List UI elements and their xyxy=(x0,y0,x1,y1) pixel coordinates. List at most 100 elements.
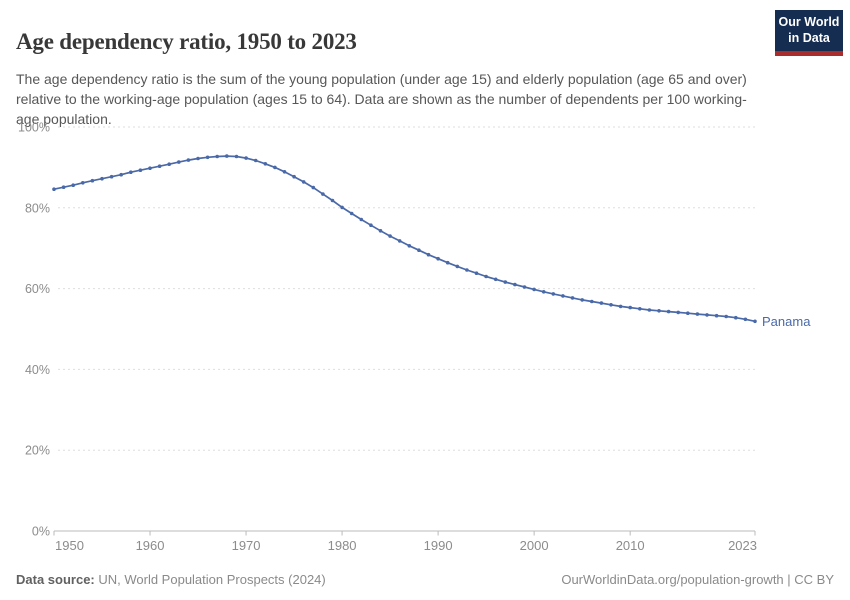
data-point[interactable] xyxy=(628,305,632,310)
data-point[interactable] xyxy=(177,160,181,164)
data-point[interactable] xyxy=(282,170,287,174)
data-point[interactable] xyxy=(301,180,306,184)
data-point[interactable] xyxy=(234,154,239,159)
data-point[interactable] xyxy=(205,155,210,160)
data-point[interactable] xyxy=(292,174,296,179)
data-point[interactable] xyxy=(61,185,66,189)
data-point[interactable] xyxy=(513,282,517,287)
data-point[interactable] xyxy=(474,271,479,276)
data-point[interactable] xyxy=(455,264,460,269)
data-point[interactable] xyxy=(109,174,114,179)
data-point[interactable] xyxy=(484,274,488,279)
data-point[interactable] xyxy=(273,165,277,170)
data-point[interactable] xyxy=(753,319,757,324)
x-axis-label: 1970 xyxy=(232,538,261,553)
data-point[interactable] xyxy=(503,280,508,284)
trend-line-panama[interactable] xyxy=(53,155,756,323)
data-point[interactable] xyxy=(647,308,652,312)
data-point[interactable] xyxy=(397,239,402,243)
data-point[interactable] xyxy=(599,301,604,305)
data-point[interactable] xyxy=(734,315,738,320)
data-point[interactable] xyxy=(609,303,613,307)
y-axis-label: 60% xyxy=(25,282,50,296)
data-point[interactable] xyxy=(426,252,431,257)
data-point[interactable] xyxy=(330,198,335,203)
data-point[interactable] xyxy=(561,294,565,298)
data-point[interactable] xyxy=(590,299,594,304)
data-point[interactable] xyxy=(436,256,440,261)
x-axis-label: 1950 xyxy=(55,538,84,553)
data-point[interactable] xyxy=(311,185,316,190)
owid-logo[interactable]: Our World in Data xyxy=(775,10,843,56)
data-point[interactable] xyxy=(100,176,104,181)
y-axis-label: 80% xyxy=(25,201,50,215)
data-point[interactable] xyxy=(349,211,354,216)
data-point[interactable] xyxy=(253,158,258,163)
series-label-panama: Panama xyxy=(762,314,811,329)
data-point[interactable] xyxy=(90,178,95,183)
data-point[interactable] xyxy=(129,170,133,174)
x-axis-label: 1990 xyxy=(424,538,453,553)
data-point[interactable] xyxy=(522,285,527,289)
data-point[interactable] xyxy=(551,292,556,296)
data-point[interactable] xyxy=(417,248,421,252)
data-point[interactable] xyxy=(369,223,373,227)
data-point[interactable] xyxy=(196,156,200,161)
data-point[interactable] xyxy=(445,260,450,265)
data-source-line: Data source: UN, World Population Prospe… xyxy=(16,572,326,587)
data-point[interactable] xyxy=(638,307,642,311)
data-point[interactable] xyxy=(532,287,536,292)
data-point[interactable] xyxy=(157,164,162,168)
data-point[interactable] xyxy=(52,187,56,191)
data-point[interactable] xyxy=(81,181,85,185)
data-point[interactable] xyxy=(618,304,623,309)
data-point[interactable] xyxy=(340,205,344,210)
data-point[interactable] xyxy=(71,183,75,187)
data-point[interactable] xyxy=(167,162,171,166)
data-point[interactable] xyxy=(378,229,383,233)
x-axis-label: 2000 xyxy=(520,538,549,553)
y-axis-label: 40% xyxy=(25,363,50,377)
data-point[interactable] xyxy=(724,314,728,319)
data-source-label: Data source: xyxy=(16,572,95,587)
x-axis-label: 1960 xyxy=(136,538,165,553)
x-axis-label: 2010 xyxy=(616,538,645,553)
y-axis-label: 100% xyxy=(18,121,50,135)
data-point[interactable] xyxy=(743,317,748,322)
data-point[interactable] xyxy=(705,313,709,317)
data-point[interactable] xyxy=(657,309,661,313)
data-point[interactable] xyxy=(186,158,191,162)
chart-subtitle: The age dependency ratio is the sum of t… xyxy=(16,71,747,128)
owid-logo-line2: in Data xyxy=(788,30,830,45)
data-point[interactable] xyxy=(580,298,584,302)
y-axis-label: 0% xyxy=(32,525,50,539)
data-point[interactable] xyxy=(570,296,575,300)
data-point[interactable] xyxy=(138,168,143,172)
chart-footer: Data source: UN, World Population Prospe… xyxy=(16,572,834,587)
x-axis-label: 2023 xyxy=(728,538,757,553)
data-point[interactable] xyxy=(148,166,152,170)
data-point[interactable] xyxy=(263,162,268,166)
data-point[interactable] xyxy=(359,217,364,222)
data-point[interactable] xyxy=(215,154,219,159)
data-point[interactable] xyxy=(666,309,671,314)
data-point[interactable] xyxy=(388,234,392,238)
data-point[interactable] xyxy=(676,310,680,315)
data-point[interactable] xyxy=(493,277,498,282)
owid-logo-line1: Our World xyxy=(778,15,840,29)
data-point[interactable] xyxy=(321,192,325,196)
data-point[interactable] xyxy=(407,244,412,248)
data-point[interactable] xyxy=(225,154,229,158)
data-source-text: UN, World Population Prospects (2024) xyxy=(94,572,326,587)
data-point[interactable] xyxy=(465,268,469,272)
data-point[interactable] xyxy=(541,290,546,294)
y-axis-label: 20% xyxy=(25,444,50,458)
data-point[interactable] xyxy=(695,312,700,316)
data-point[interactable] xyxy=(714,313,719,318)
page-title: Age dependency ratio, 1950 to 2023 xyxy=(16,29,357,55)
data-point[interactable] xyxy=(686,311,690,316)
footer-rights-link[interactable]: OurWorldinData.org/population-growth | C… xyxy=(561,572,834,587)
data-point[interactable] xyxy=(244,156,248,160)
data-point[interactable] xyxy=(119,172,123,177)
